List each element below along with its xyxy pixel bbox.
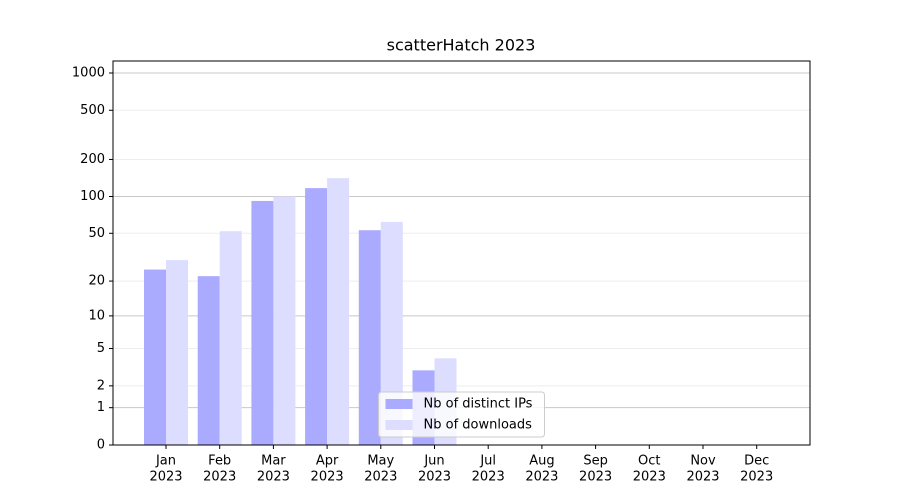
bar — [251, 200, 274, 445]
bar — [327, 178, 350, 445]
x-tick-label: 2023 — [740, 470, 773, 485]
x-tick-label: 2023 — [149, 470, 182, 485]
legend-swatch — [385, 399, 413, 409]
x-tick-label: Jan — [155, 454, 176, 469]
y-tick-label: 5 — [97, 341, 105, 356]
x-tick-label: 2023 — [472, 470, 505, 485]
x-tick-label: Aug — [529, 454, 554, 469]
x-tick-label: Dec — [744, 454, 769, 469]
bar — [273, 196, 296, 445]
x-tick-label: Nov — [690, 454, 716, 469]
x-tick-label: Apr — [316, 454, 339, 469]
x-tick-label: 2023 — [257, 470, 290, 485]
x-tick-label: 2023 — [525, 470, 558, 485]
chart-title: scatterHatch 2023 — [387, 36, 536, 55]
x-tick-label: 2023 — [203, 470, 236, 485]
y-tick-label: 10 — [88, 308, 105, 323]
y-tick-label: 100 — [80, 189, 105, 204]
x-tick-label: 2023 — [686, 470, 719, 485]
legend-label: Nb of downloads — [424, 418, 533, 433]
x-tick-label: Oct — [638, 454, 660, 469]
x-tick-label: May — [367, 454, 394, 469]
y-tick-label: 1000 — [72, 66, 105, 81]
x-tick-label: 2023 — [633, 470, 666, 485]
bar — [144, 269, 166, 445]
y-tick-label: 50 — [88, 226, 105, 241]
legend-label: Nb of distinct IPs — [424, 397, 533, 412]
x-tick-label: 2023 — [579, 470, 612, 485]
x-tick-label: Jun — [423, 454, 444, 469]
y-tick-label: 0 — [97, 438, 105, 453]
legend-box — [378, 391, 545, 438]
bar — [219, 231, 242, 445]
legend-swatch — [385, 420, 413, 430]
y-tick-label: 1 — [97, 400, 105, 415]
bar — [197, 276, 220, 445]
x-tick-label: 2023 — [364, 470, 397, 485]
x-tick-label: 2023 — [311, 470, 344, 485]
y-tick-label: 20 — [88, 274, 105, 289]
x-tick-label: Jul — [479, 454, 496, 469]
x-tick-label: Mar — [261, 454, 286, 469]
bar — [305, 188, 328, 445]
x-tick-label: 2023 — [418, 470, 451, 485]
bar — [380, 221, 403, 445]
x-tick-label: Feb — [208, 454, 231, 469]
y-tick-label: 200 — [80, 152, 105, 167]
bar — [358, 230, 381, 445]
y-tick-label: 2 — [97, 378, 105, 393]
y-tick-label: 500 — [80, 103, 105, 118]
plot-frame — [112, 60, 811, 446]
bar — [166, 260, 188, 445]
x-tick-label: Sep — [583, 454, 608, 469]
